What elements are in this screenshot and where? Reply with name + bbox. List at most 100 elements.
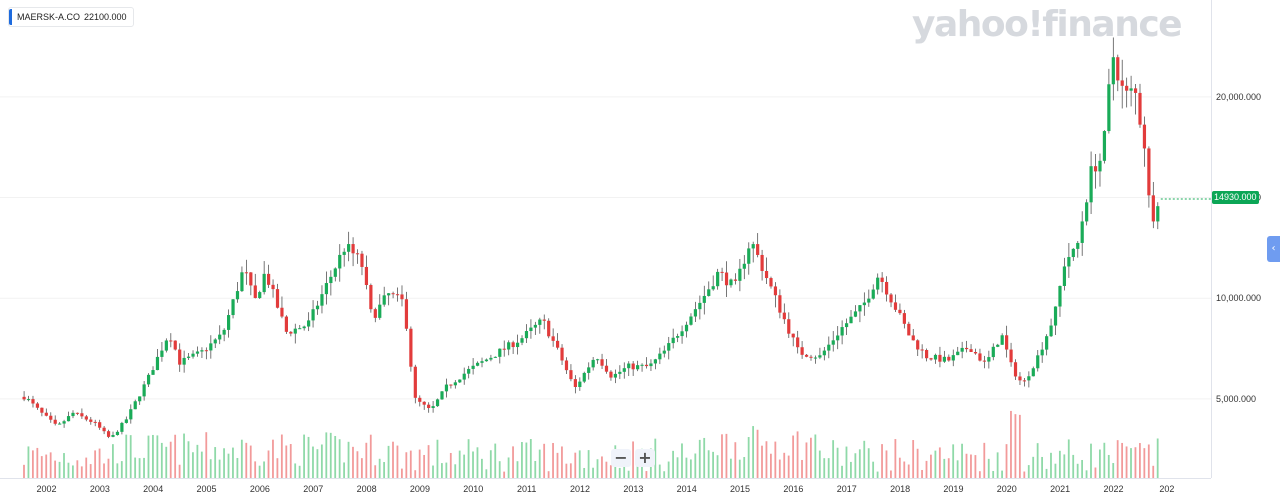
volume-bar — [1103, 442, 1106, 478]
candle-body — [578, 381, 582, 388]
candle-body — [631, 363, 635, 370]
volume-bar — [40, 456, 43, 478]
volume-bar — [747, 437, 750, 478]
candle-body — [1111, 57, 1115, 85]
candle-body — [511, 342, 515, 348]
candle-body — [987, 357, 991, 362]
candle-body — [1027, 376, 1031, 381]
candle-body — [933, 354, 938, 360]
volume-bar — [1023, 471, 1026, 478]
candle-body — [515, 342, 520, 348]
candle-body — [1013, 362, 1018, 377]
volume-bar — [1058, 450, 1061, 478]
volume-bar — [1107, 454, 1110, 478]
volume-bar — [236, 457, 239, 478]
candle-body — [218, 334, 222, 340]
candle-body — [129, 409, 133, 420]
candle-body — [1098, 160, 1102, 172]
zoom-out-button[interactable]: − — [611, 449, 631, 467]
candle-body — [200, 350, 204, 352]
candle-body — [267, 273, 271, 285]
candle-body — [329, 276, 333, 284]
volume-bar — [752, 426, 755, 478]
volume-bar — [907, 464, 910, 478]
volume-bar — [894, 439, 897, 478]
candle-body — [782, 312, 786, 320]
volume-bar — [970, 454, 972, 478]
volume-bar — [787, 455, 790, 478]
volume-bar — [774, 441, 777, 478]
candle-body — [124, 419, 128, 423]
candle-body — [1000, 335, 1004, 345]
candle-body — [311, 309, 315, 321]
volume-bar — [343, 462, 345, 478]
candle-body — [742, 263, 746, 269]
series-legend[interactable]: MAERSK-A.CO 22100.000 — [8, 7, 134, 27]
candle-body — [271, 284, 275, 290]
candle-body — [920, 349, 924, 351]
candle-body — [747, 248, 751, 264]
candle-body — [756, 244, 760, 255]
candle-body — [498, 348, 502, 357]
volume-bar — [698, 439, 701, 478]
candle-body — [893, 302, 898, 310]
volume-bar — [712, 451, 714, 478]
volume-bar — [738, 459, 741, 478]
volume-bar — [223, 448, 225, 478]
candle-body — [956, 351, 960, 356]
candle-body — [204, 350, 208, 352]
zoom-in-button[interactable]: + — [635, 449, 655, 467]
candle-body — [209, 343, 213, 351]
candle-body — [880, 277, 884, 282]
volume-bar — [561, 446, 563, 478]
volume-bar — [681, 443, 683, 478]
volume-bar — [463, 454, 466, 478]
volume-bar — [449, 452, 452, 478]
volume-bar — [1094, 467, 1097, 478]
volume-bar — [156, 435, 159, 478]
x-tick-label: 2010 — [463, 484, 483, 494]
volume-bar — [925, 460, 928, 478]
candle-body — [1067, 257, 1071, 267]
volume-bar — [845, 446, 848, 478]
candle-body — [444, 384, 449, 392]
volume-bar — [841, 465, 843, 478]
candle-body — [387, 293, 391, 296]
candle-body — [307, 320, 311, 327]
x-tick-label: 2013 — [623, 484, 643, 494]
candle-body — [529, 327, 533, 332]
candle-body — [796, 337, 800, 348]
volume-bar — [23, 464, 25, 478]
volume-bar — [947, 458, 950, 478]
volume-bar — [903, 461, 906, 478]
candle-body — [951, 355, 955, 361]
volume-bar — [783, 452, 786, 478]
volume-bar — [160, 442, 163, 478]
candle-body — [996, 344, 1000, 347]
candle-body — [484, 359, 489, 362]
candle-body — [418, 397, 422, 402]
candle-body — [1120, 80, 1124, 86]
candle-body — [75, 412, 80, 414]
candle-body — [555, 340, 560, 348]
volume-bar — [312, 446, 314, 478]
candle-body — [960, 347, 964, 352]
candle-body — [1018, 376, 1022, 381]
volume-bar — [1116, 440, 1119, 478]
expand-panel-tab[interactable]: ‹ — [1267, 236, 1280, 262]
volume-bar — [205, 432, 208, 478]
volume-bar — [605, 461, 608, 478]
candle-body — [458, 379, 462, 383]
y-tick-label: 20,000.000 — [1216, 92, 1261, 102]
x-tick-label: 2016 — [783, 484, 803, 494]
candle-body — [98, 422, 102, 428]
candle-body — [693, 309, 698, 317]
candle-body — [1053, 306, 1058, 326]
volume-bar — [618, 467, 621, 478]
volume-bar — [232, 447, 234, 478]
candle-body — [324, 283, 329, 295]
volume-bar — [436, 439, 439, 478]
volume-bar — [978, 471, 981, 478]
volume-bar — [850, 461, 852, 478]
